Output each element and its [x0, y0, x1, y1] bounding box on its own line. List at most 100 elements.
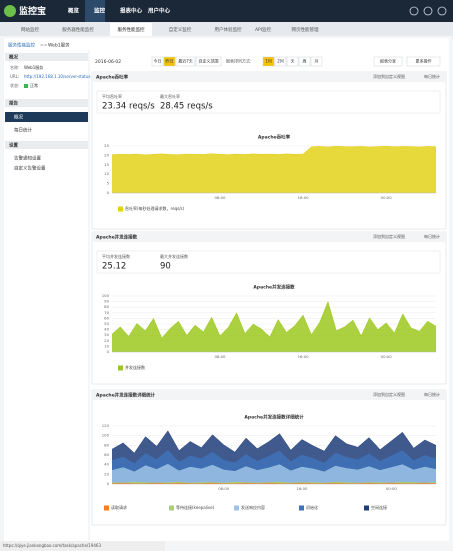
range-button-bg	[163, 56, 176, 67]
line	[111, 145, 437, 156]
sidebar-heading: 设置	[9, 142, 18, 149]
stats-box	[96, 250, 441, 274]
x-tick-label: 08:00	[215, 195, 227, 200]
info-value: http://192.168.1.10/server-status	[24, 74, 90, 79]
stats-box	[96, 90, 441, 114]
sub-nav-item[interactable]: 服务器性能监控	[62, 26, 94, 33]
action-button[interactable]: 报表分享	[380, 58, 396, 64]
layout-button-bg	[310, 56, 323, 67]
info-value: 正常	[30, 82, 38, 88]
y-tick-label: 5	[107, 181, 110, 186]
sub-nav-item[interactable]: API监控	[255, 26, 272, 33]
line	[111, 300, 437, 339]
panel-link[interactable]: 添加到自定义视图	[373, 233, 405, 239]
layout-button[interactable]: 天	[291, 59, 295, 64]
panel-link[interactable]: 添加到自定义视图	[373, 73, 405, 79]
legend-label[interactable]: 并发连接数	[125, 364, 145, 370]
legend-label[interactable]: 发送响应内容	[241, 504, 265, 510]
layout-button[interactable]: 周	[303, 58, 307, 64]
nav-item[interactable]: 报表中心	[120, 7, 143, 15]
header-icon[interactable]	[409, 6, 419, 16]
line	[111, 430, 437, 454]
sidebar-item[interactable]: 每日统计	[14, 127, 32, 134]
panel-header	[92, 232, 446, 242]
layout-button[interactable]: 2列	[277, 58, 284, 64]
area	[112, 146, 436, 193]
panel-link[interactable]: 每日统计	[424, 233, 440, 239]
stat-value: 25.12	[102, 262, 126, 272]
top-bar	[0, 0, 453, 22]
stat-label: 最大并发连接数	[160, 253, 188, 259]
sub-nav-item[interactable]: 服务性能监控	[118, 26, 145, 33]
x-tick-label: 16:00	[296, 486, 308, 491]
layout-button-bg	[286, 56, 299, 67]
y-tick-label: 60	[104, 452, 109, 457]
layout-button[interactable]: 1列	[265, 58, 272, 64]
date[interactable]: 2016-06-02	[95, 59, 121, 65]
nav-active	[85, 0, 105, 22]
x-tick-label: 16:00	[298, 195, 310, 200]
header-icon[interactable]	[423, 6, 433, 16]
y-tick-label: 10	[104, 171, 109, 176]
range-button-bg	[151, 56, 164, 67]
layout-button-bg	[274, 56, 287, 67]
x-tick-label: 08:00	[215, 354, 227, 359]
range-button[interactable]: 今日	[154, 58, 162, 64]
x-tick-label: 16:00	[298, 354, 310, 359]
sub-nav-item[interactable]: 网页性能管理	[292, 26, 319, 33]
status-bar	[0, 541, 165, 551]
legend-label[interactable]: 等待连接(keepalive)	[176, 504, 215, 510]
sidebar-heading: 概况	[9, 54, 18, 61]
status-url: https://qiye.jiankongbao.com/task/apache…	[3, 543, 101, 548]
nav-item[interactable]: 概览	[68, 7, 80, 15]
action-button-bg	[406, 56, 441, 67]
sub-nav-item[interactable]: 自定义监控	[169, 26, 192, 33]
y-tick-label: 70	[104, 310, 109, 315]
nav-item[interactable]: 用户中心	[147, 7, 171, 15]
range-button[interactable]: 自定义范围	[199, 58, 219, 64]
legend-swatch	[234, 505, 239, 511]
y-tick-label: 80	[104, 442, 109, 447]
legend-label[interactable]: 初始化	[306, 504, 318, 510]
chart-title: Apache并发连接数详细统计	[244, 414, 304, 421]
nav-item[interactable]: 监控	[94, 7, 106, 15]
sidebar-item[interactable]: 自定义告警设置	[14, 165, 46, 172]
panel-header	[92, 72, 446, 82]
layout-button[interactable]: 月	[315, 59, 319, 64]
legend-swatch	[118, 206, 123, 212]
stat-label: 平均吞吐率	[102, 93, 122, 99]
y-tick-label: 90	[104, 299, 109, 304]
range-button[interactable]: 昨日	[166, 58, 174, 64]
layout-button-bg	[298, 56, 311, 67]
info-label: URL:	[10, 74, 19, 79]
sidebar-item[interactable]: 概况	[14, 114, 23, 121]
action-button[interactable]: 更多操作	[416, 58, 432, 64]
range-button[interactable]: 最近7天	[178, 58, 193, 64]
legend-swatch	[118, 365, 123, 371]
legend-label[interactable]: 空闲连接	[371, 504, 387, 510]
panel-link[interactable]: 每日统计	[424, 391, 440, 397]
panel-link[interactable]: 添加到自定义视图	[373, 391, 405, 397]
breadcrumb-parent[interactable]: 服务性能监控	[8, 42, 35, 49]
panel-title: Apache吞吐率	[96, 74, 129, 81]
sidebar-item[interactable]: 告警通知设置	[14, 155, 41, 162]
sub-nav-item[interactable]: 用户体验监控	[215, 26, 242, 33]
range-button-bg	[195, 56, 222, 67]
legend-label[interactable]: 读取请求	[111, 504, 127, 510]
breadcrumb-sep: >>	[40, 43, 48, 49]
panel-title: Apache并发连接数详细统计	[96, 392, 156, 399]
stat-label: 平均并发连接数	[102, 253, 130, 259]
legend-label[interactable]: 吞吐率(每秒处理请求数，reqs/s)	[125, 205, 185, 211]
layout-label: 图表排列方式:	[226, 58, 251, 64]
y-tick-label: 100	[102, 293, 110, 298]
panel-header	[92, 390, 446, 400]
sub-nav-item[interactable]: 网站监控	[21, 26, 39, 33]
panel-title: Apache并发连接数	[96, 234, 138, 241]
y-tick-label: 40	[104, 327, 109, 332]
panel-link[interactable]: 每日统计	[424, 73, 440, 79]
sidebar-heading-bg	[5, 53, 88, 61]
chart-title: Apache吞吐率	[258, 134, 291, 141]
header-icon[interactable]	[437, 6, 447, 16]
y-tick-label: 20	[104, 338, 109, 343]
